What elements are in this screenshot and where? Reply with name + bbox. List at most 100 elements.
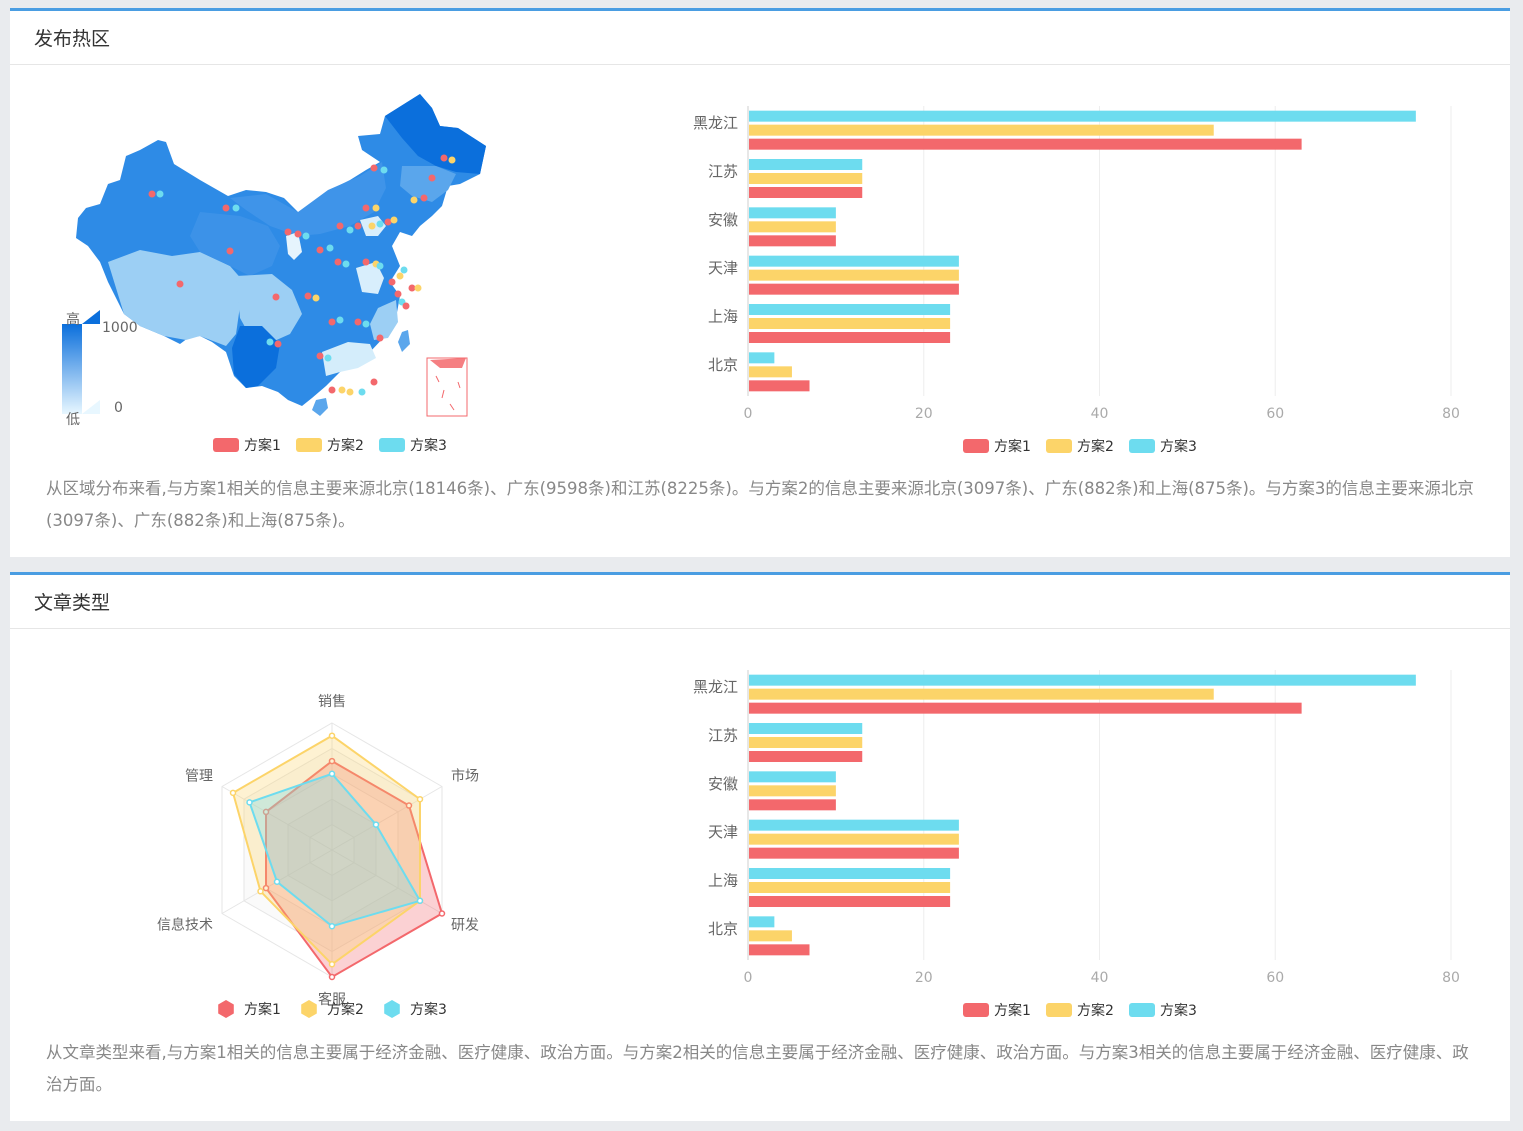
legend-hexagon-icon[interactable]: [301, 1000, 317, 1018]
radar-point[interactable]: [229, 789, 237, 797]
map-city-dot[interactable]: [408, 284, 416, 292]
legend-swatch[interactable]: [963, 439, 989, 453]
map-city-dot[interactable]: [316, 352, 324, 360]
map-region-hainan[interactable]: [312, 398, 328, 416]
map-city-dot[interactable]: [380, 166, 388, 174]
map-city-dot[interactable]: [326, 244, 334, 252]
bar[interactable]: [749, 207, 836, 219]
radar-point[interactable]: [262, 808, 270, 816]
map-city-dot[interactable]: [402, 302, 410, 310]
map-city-dot[interactable]: [304, 292, 312, 300]
radar-point[interactable]: [328, 922, 336, 930]
bar[interactable]: [749, 751, 863, 762]
legend-hexagon-icon[interactable]: [384, 1000, 400, 1018]
map-city-dot[interactable]: [396, 272, 404, 280]
map-city-dot[interactable]: [358, 388, 366, 396]
bar[interactable]: [749, 819, 959, 831]
map-city-dot[interactable]: [354, 222, 362, 230]
map-city-dot[interactable]: [440, 154, 448, 162]
legend-label[interactable]: 方案3: [1160, 438, 1197, 455]
legend-swatch-s2[interactable]: [296, 438, 322, 452]
map-city-dot[interactable]: [156, 190, 164, 198]
map-region-guangdong[interactable]: [322, 342, 376, 376]
radar-point[interactable]: [328, 732, 336, 739]
map-city-dot[interactable]: [376, 220, 384, 228]
visual-map-handle-top[interactable]: [82, 310, 100, 324]
map-city-dot[interactable]: [384, 218, 392, 226]
bar[interactable]: [749, 799, 836, 811]
bar[interactable]: [749, 785, 836, 797]
legend-label[interactable]: 方案1: [244, 1001, 281, 1018]
china-map[interactable]: [76, 94, 486, 416]
legend-label[interactable]: 方案3: [1160, 1002, 1197, 1019]
map-city-dot[interactable]: [342, 260, 350, 268]
bar[interactable]: [749, 283, 959, 295]
bar[interactable]: [749, 187, 863, 198]
map-city-dot[interactable]: [336, 316, 344, 324]
map-region-fujian[interactable]: [370, 300, 398, 340]
map-city-dot[interactable]: [324, 354, 332, 362]
bar[interactable]: [749, 916, 775, 928]
bar[interactable]: [749, 221, 836, 233]
bar[interactable]: [749, 332, 951, 343]
map-city-dot[interactable]: [372, 204, 380, 212]
map-city-dot[interactable]: [148, 190, 156, 198]
legend-label[interactable]: 方案1: [994, 438, 1031, 455]
map-region-inner-mongolia[interactable]: [230, 162, 386, 236]
bar[interactable]: [749, 366, 792, 378]
legend-label[interactable]: 方案2: [1077, 438, 1114, 455]
map-city-dot[interactable]: [222, 204, 230, 212]
radar-point[interactable]: [416, 795, 424, 803]
bar[interactable]: [749, 380, 810, 392]
radar-point[interactable]: [262, 884, 270, 892]
radar-point[interactable]: [273, 878, 281, 885]
map-city-dot[interactable]: [370, 378, 378, 386]
bar[interactable]: [749, 173, 863, 184]
map-region-gansu[interactable]: [286, 232, 302, 260]
map-city-dot[interactable]: [390, 216, 398, 224]
radar-point[interactable]: [372, 821, 380, 828]
map-city-dot[interactable]: [376, 334, 384, 342]
legend-swatch[interactable]: [1129, 1003, 1155, 1017]
bar[interactable]: [749, 702, 1302, 714]
map-region-hubei[interactable]: [356, 262, 384, 294]
radar-point[interactable]: [328, 770, 336, 778]
map-city-dot[interactable]: [448, 156, 456, 164]
bar[interactable]: [749, 882, 951, 893]
map-city-dot[interactable]: [370, 164, 378, 172]
legend-label-s3[interactable]: 方案3: [410, 437, 447, 454]
map-city-dot[interactable]: [266, 338, 274, 346]
radar-point[interactable]: [328, 757, 336, 765]
bar[interactable]: [749, 930, 792, 942]
bar[interactable]: [749, 674, 1416, 686]
bar[interactable]: [749, 318, 951, 329]
radar-point[interactable]: [328, 961, 336, 968]
map-city-dot[interactable]: [414, 284, 422, 292]
map-city-dot[interactable]: [376, 262, 384, 270]
legend-hexagon-icon[interactable]: [218, 1000, 234, 1018]
legend-swatch[interactable]: [1046, 439, 1072, 453]
map-city-dot[interactable]: [176, 280, 184, 288]
map-city-dot[interactable]: [362, 204, 370, 212]
bar[interactable]: [749, 833, 959, 845]
map-city-dot[interactable]: [346, 226, 354, 234]
bar[interactable]: [749, 255, 959, 267]
bar[interactable]: [749, 159, 863, 170]
radar-point[interactable]: [416, 897, 424, 905]
map-city-dot[interactable]: [400, 266, 408, 274]
bar[interactable]: [749, 847, 959, 859]
map-city-dot[interactable]: [334, 258, 342, 266]
map-city-dot[interactable]: [338, 386, 346, 394]
map-region-sichuan[interactable]: [236, 274, 302, 342]
map-city-dot[interactable]: [362, 320, 370, 328]
legend-swatch-s3[interactable]: [379, 438, 405, 452]
map-region-taiwan[interactable]: [398, 330, 410, 352]
map-city-dot[interactable]: [362, 258, 370, 266]
bar[interactable]: [749, 235, 836, 247]
map-city-dot[interactable]: [232, 204, 240, 212]
legend-swatch-s1[interactable]: [213, 438, 239, 452]
bar[interactable]: [749, 944, 810, 956]
map-city-dot[interactable]: [428, 174, 436, 182]
map-city-dot[interactable]: [354, 318, 362, 326]
legend-swatch[interactable]: [963, 1003, 989, 1017]
